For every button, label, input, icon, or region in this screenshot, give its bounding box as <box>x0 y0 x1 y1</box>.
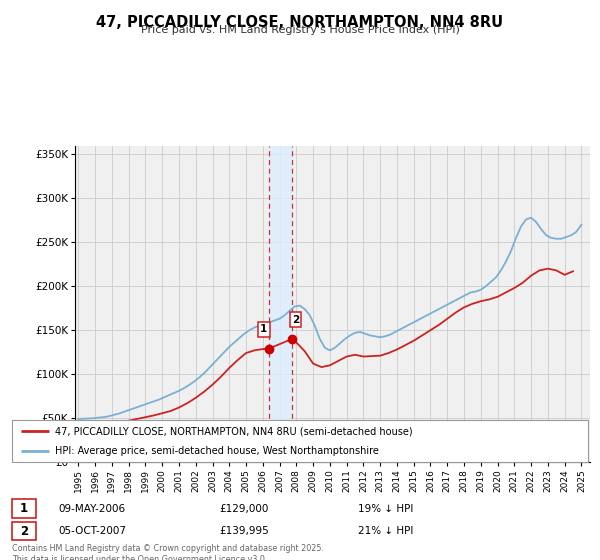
Text: 47, PICCADILLY CLOSE, NORTHAMPTON, NN4 8RU: 47, PICCADILLY CLOSE, NORTHAMPTON, NN4 8… <box>97 15 503 30</box>
Text: 2: 2 <box>20 525 28 538</box>
Text: 47, PICCADILLY CLOSE, NORTHAMPTON, NN4 8RU (semi-detached house): 47, PICCADILLY CLOSE, NORTHAMPTON, NN4 8… <box>55 426 413 436</box>
Bar <box>12 522 36 540</box>
Bar <box>12 500 36 518</box>
Text: 05-OCT-2007: 05-OCT-2007 <box>58 526 126 536</box>
Text: Contains HM Land Registry data © Crown copyright and database right 2025.
This d: Contains HM Land Registry data © Crown c… <box>12 544 324 560</box>
Text: £139,995: £139,995 <box>220 526 269 536</box>
Text: 09-MAY-2006: 09-MAY-2006 <box>58 504 125 514</box>
Text: 1: 1 <box>260 324 267 334</box>
Bar <box>269 146 292 462</box>
Text: Price paid vs. HM Land Registry's House Price Index (HPI): Price paid vs. HM Land Registry's House … <box>140 25 460 35</box>
Text: 1: 1 <box>20 502 28 515</box>
Text: 2: 2 <box>292 315 299 325</box>
Text: 19% ↓ HPI: 19% ↓ HPI <box>358 504 413 514</box>
Text: £129,000: £129,000 <box>220 504 269 514</box>
Text: 21% ↓ HPI: 21% ↓ HPI <box>358 526 413 536</box>
Text: HPI: Average price, semi-detached house, West Northamptonshire: HPI: Average price, semi-detached house,… <box>55 446 379 456</box>
